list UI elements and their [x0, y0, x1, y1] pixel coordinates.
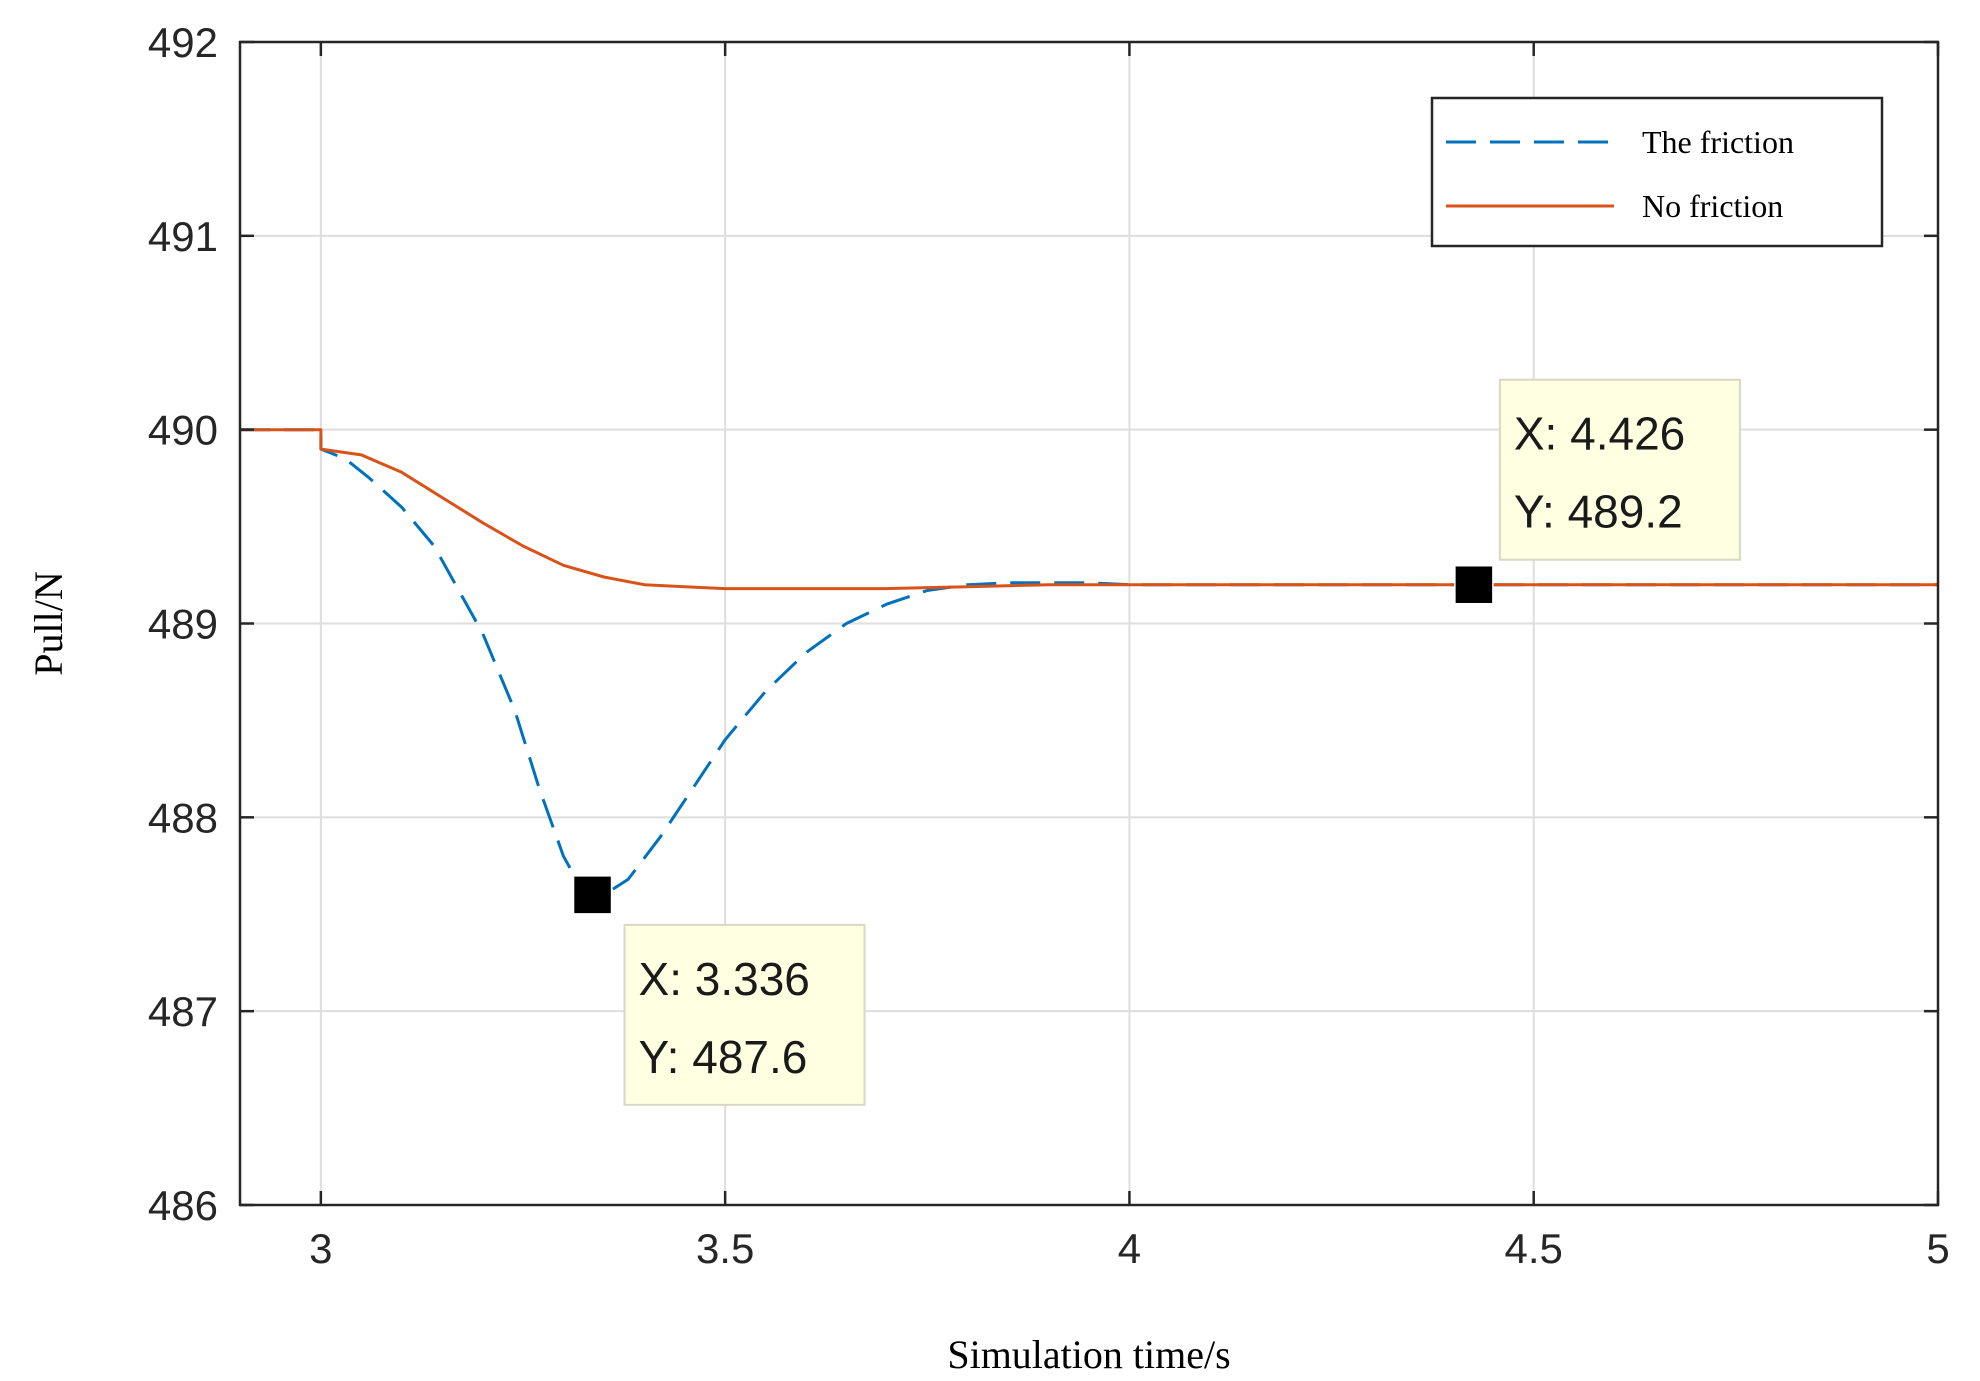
- axis-ticks: 3 3.5 4 4.5 5 486 487 488 489 490 491 492: [148, 19, 1950, 1272]
- data-tip-marker: [1454, 564, 1494, 605]
- legend-box: [1430, 96, 1884, 248]
- data-tip-y-label: Y: 487.6: [639, 1031, 808, 1083]
- series-line-no-friction: [240, 428, 1938, 591]
- legend: The friction No friction: [1430, 96, 1884, 248]
- y-tick-label: 491: [148, 213, 218, 260]
- data-tip-box: [623, 923, 866, 1106]
- data-tips: X: 3.336 Y: 487.6 X: 4.426 Y: 489.2: [572, 378, 1741, 1106]
- data-tip-x-label: X: 4.426: [1514, 408, 1685, 460]
- y-tick-label: 488: [148, 794, 218, 841]
- y-tick-label: 489: [148, 601, 218, 648]
- y-axis-title: Pull/N: [26, 571, 71, 675]
- series-layer: [240, 428, 1938, 897]
- x-tick-label: 5: [1926, 1225, 1949, 1272]
- x-tick-label: 4: [1118, 1225, 1141, 1272]
- y-tick-label: 492: [148, 19, 218, 66]
- y-tick-label: 487: [148, 988, 218, 1035]
- x-tick-label: 3.5: [696, 1225, 754, 1272]
- data-tip-marker: [572, 875, 613, 915]
- x-tick-label: 3: [309, 1225, 332, 1272]
- data-tip-y-label: Y: 489.2: [1514, 486, 1683, 538]
- legend-label-the-friction: The friction: [1642, 124, 1794, 160]
- legend-label-no-friction: No friction: [1642, 188, 1783, 224]
- data-tip-box: [1498, 378, 1741, 561]
- y-tick-label: 490: [148, 407, 218, 454]
- x-axis-title: Simulation time/s: [947, 1332, 1230, 1377]
- x-tick-label: 4.5: [1505, 1225, 1563, 1272]
- data-tip-x-label: X: 3.336: [639, 953, 810, 1005]
- y-tick-label: 486: [148, 1182, 218, 1229]
